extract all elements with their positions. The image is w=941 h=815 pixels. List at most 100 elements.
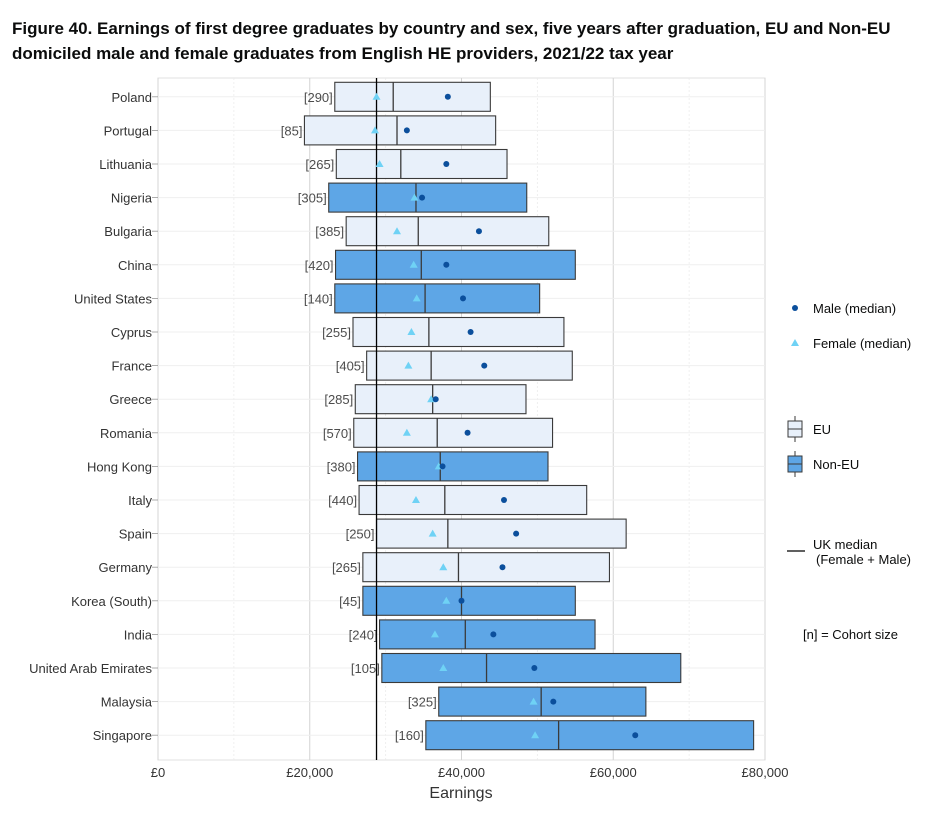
x-tick-label: £40,000	[438, 765, 485, 780]
box-eu	[345, 216, 550, 247]
male-median-marker	[464, 429, 471, 436]
country-label: Malaysia	[101, 695, 153, 710]
cohort-size-label: [285]	[324, 392, 353, 407]
legend-noneu-label: Non-EU	[813, 457, 859, 472]
female-median-marker	[393, 227, 402, 235]
cohort-size-label: [570]	[323, 426, 352, 441]
x-tick-labels: £0 £20,000 £40,000 £60,000 £80,000	[151, 765, 789, 780]
female-median-marker	[529, 697, 538, 705]
cohort-size-label: [385]	[315, 224, 344, 239]
country-label: Germany	[99, 560, 153, 575]
male-median-marker	[439, 463, 446, 470]
legend: Male (median) Female (median) EU Non-EU …	[787, 301, 911, 642]
legend-male-label: Male (median)	[813, 301, 896, 316]
legend-uk-median-label-2: (Female + Male)	[816, 552, 911, 567]
cohort-size-label: [305]	[298, 191, 327, 206]
female-median-marker	[430, 630, 439, 638]
male-median-marker	[475, 228, 482, 235]
country-label: United Arab Emirates	[29, 661, 152, 676]
female-median-marker	[371, 126, 380, 134]
country-label: Bulgaria	[104, 224, 152, 239]
box-non-eu	[357, 451, 549, 482]
box-non-eu	[362, 585, 576, 616]
country-label: Greece	[109, 392, 152, 407]
x-tick-label: £0	[151, 765, 165, 780]
x-tick-label: £20,000	[286, 765, 333, 780]
female-median-marker	[439, 563, 448, 571]
female-median-marker	[531, 731, 540, 739]
box-non-eu	[381, 652, 682, 684]
country-label: Spain	[119, 527, 152, 542]
male-median-marker	[500, 497, 507, 503]
box-eu	[334, 81, 491, 112]
male-median-marker	[490, 631, 497, 638]
box-eu	[352, 316, 565, 348]
female-median-marker	[412, 294, 421, 302]
legend-male-marker	[792, 305, 798, 311]
cohort-size-label: [380]	[327, 459, 356, 474]
female-median-marker	[404, 361, 413, 369]
country-label: United States	[74, 291, 153, 306]
legend-noneu-key	[787, 451, 803, 477]
female-median-marker	[372, 92, 381, 100]
box-non-eu	[334, 249, 576, 280]
female-median-marker	[407, 328, 416, 335]
female-median-marker	[409, 260, 418, 268]
male-median-marker	[499, 564, 506, 571]
x-axis-title: Earnings	[429, 785, 492, 802]
female-median-marker	[375, 160, 384, 167]
female-median-marker	[402, 428, 411, 436]
cohort-size-label: [85]	[281, 123, 303, 138]
male-median-marker	[458, 597, 465, 604]
legend-cohort-note: [n] = Cohort size	[803, 627, 898, 642]
box-eu	[335, 148, 508, 180]
box-eu	[354, 384, 527, 415]
cohort-size-label: [405]	[336, 359, 365, 374]
country-label: France	[112, 359, 152, 374]
cohort-size-label: [265]	[332, 560, 361, 575]
legend-eu-label: EU	[813, 422, 831, 437]
y-tick-labels: Poland Portugal Lithuania Nigeria Bulgaria Ch…	[29, 90, 158, 743]
country-label: Romania	[100, 426, 153, 441]
male-median-marker	[443, 161, 450, 167]
male-median-marker	[467, 329, 474, 335]
male-median-marker	[481, 362, 488, 369]
cohort-size-label: [240]	[349, 627, 378, 642]
country-label: Korea (South)	[71, 594, 152, 609]
country-label: Italy	[128, 493, 152, 508]
cohort-size-label: [265]	[305, 157, 334, 172]
cohort-size-label: [420]	[305, 258, 334, 273]
points-layer	[371, 92, 639, 739]
legend-female-label: Female (median)	[813, 336, 911, 351]
male-median-marker	[460, 295, 467, 302]
cohort-size-label: [45]	[339, 594, 361, 609]
box-non-eu	[334, 283, 541, 314]
male-median-marker	[550, 698, 557, 705]
box-eu	[358, 484, 588, 516]
male-median-marker	[444, 93, 451, 100]
cohort-size-label: [440]	[328, 493, 357, 508]
box-eu	[375, 518, 627, 549]
cohort-size-label: [250]	[346, 527, 375, 542]
country-label: Singapore	[93, 728, 152, 743]
male-median-marker	[443, 261, 450, 268]
male-median-marker	[531, 665, 538, 671]
country-label: Poland	[112, 90, 152, 105]
box-eu	[366, 350, 573, 381]
legend-uk-median-label-1: UK median	[813, 537, 877, 552]
female-median-marker	[442, 596, 451, 604]
box-eu	[303, 115, 497, 146]
boxes-layer: [290] [85] [265] [305] [385] [420] [140] [255] […	[281, 81, 755, 751]
cohort-size-label: [105]	[351, 661, 380, 676]
female-median-marker	[439, 664, 448, 671]
male-median-marker	[632, 732, 639, 739]
box-non-eu	[438, 686, 647, 717]
female-median-marker	[410, 193, 419, 201]
chart-title: Figure 40. Earnings of first degree grad…	[12, 19, 891, 63]
x-tick-label: £60,000	[590, 765, 637, 780]
country-label: China	[118, 258, 153, 273]
country-label: Portugal	[104, 123, 153, 138]
cohort-size-label: [255]	[322, 325, 351, 340]
cohort-size-label: [290]	[304, 90, 333, 105]
